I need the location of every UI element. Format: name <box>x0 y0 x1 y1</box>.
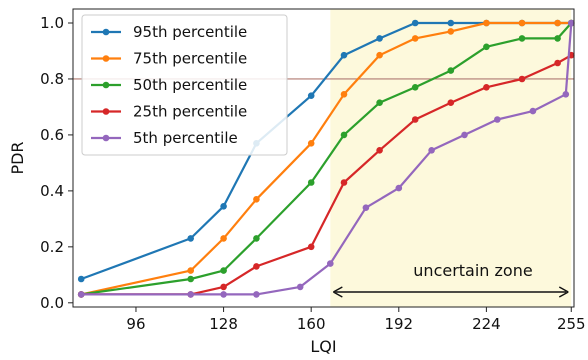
data-point <box>220 235 227 242</box>
legend-swatch-marker <box>102 134 110 142</box>
data-point <box>447 67 455 74</box>
data-point <box>518 19 526 27</box>
legend-swatch-marker <box>102 28 110 36</box>
data-point <box>187 235 194 242</box>
data-point <box>554 19 561 27</box>
data-point <box>554 35 561 42</box>
data-point <box>411 116 419 123</box>
legend: 95th percentile 75th percentile 50th perce… <box>81 14 288 156</box>
data-point <box>340 131 348 139</box>
arrow-head-right <box>558 286 569 298</box>
data-point <box>518 35 526 42</box>
data-point <box>253 235 260 242</box>
series-layer <box>77 19 575 298</box>
data-point <box>307 140 315 147</box>
y-tick-label: 0.4 <box>40 182 64 200</box>
legend-item: 75th percentile <box>91 50 247 68</box>
legend-label: 75th percentile <box>133 50 247 68</box>
data-point <box>253 196 260 203</box>
y-tick-label: 0.2 <box>40 238 64 256</box>
legend-label: 50th percentile <box>133 76 247 94</box>
data-point <box>340 179 348 186</box>
y-tick-label: 0.6 <box>40 126 64 144</box>
data-point <box>554 59 561 67</box>
legend-swatch-marker <box>102 81 110 89</box>
legend-item: 50th percentile <box>91 76 247 94</box>
data-point <box>483 84 490 91</box>
data-point <box>447 99 455 106</box>
data-point <box>376 147 383 154</box>
data-point <box>220 267 227 274</box>
data-point <box>428 147 435 154</box>
data-point <box>376 51 383 59</box>
legend-item: 25th percentile <box>91 103 247 121</box>
legend-swatch-marker <box>102 55 110 62</box>
data-point <box>220 291 227 298</box>
uncertain-zone-label: uncertain zone <box>413 261 532 280</box>
data-point <box>562 91 570 98</box>
data-point <box>411 84 419 91</box>
data-point <box>529 107 537 115</box>
data-point <box>362 204 370 211</box>
plot-frame <box>72 8 575 308</box>
x-tick-label: 160 <box>297 315 326 333</box>
data-point <box>307 179 315 186</box>
legend-item: 95th percentile <box>91 23 247 41</box>
legend-item: 5th percentile <box>91 129 238 147</box>
data-point <box>483 43 490 51</box>
x-tick-label: 128 <box>209 315 238 333</box>
x-tick-label: 192 <box>384 315 413 333</box>
data-point <box>447 28 455 35</box>
data-point <box>411 35 419 42</box>
data-point <box>253 263 260 270</box>
legend-box <box>81 14 288 156</box>
legend-label: 25th percentile <box>133 103 247 121</box>
data-point <box>376 99 383 106</box>
data-point <box>187 275 194 283</box>
x-tick-label: 255 <box>557 315 586 333</box>
y-axis-ticks: 0.0 0.2 0.4 0.6 0.8 1.0 <box>40 14 73 312</box>
data-point <box>307 243 315 251</box>
data-point <box>220 283 227 291</box>
series-2 <box>77 19 575 298</box>
data-point <box>187 291 194 298</box>
data-point <box>340 91 348 98</box>
y-axis-label: PDR <box>8 141 27 174</box>
data-point <box>340 51 348 59</box>
y-tick-label: 0.8 <box>40 70 64 88</box>
data-point <box>395 184 403 192</box>
data-point <box>187 267 194 274</box>
legend-label: 5th percentile <box>133 129 238 147</box>
data-point <box>307 92 315 99</box>
x-axis-label: LQI <box>310 337 336 356</box>
data-point <box>253 291 260 298</box>
x-tick-label: 96 <box>126 315 145 333</box>
data-point <box>447 19 455 27</box>
data-point <box>568 19 575 27</box>
legend-label: 95th percentile <box>133 23 247 41</box>
data-point <box>77 291 85 298</box>
data-point <box>518 75 526 83</box>
data-point <box>494 116 501 123</box>
data-point <box>376 35 383 42</box>
data-point <box>411 19 419 27</box>
data-point <box>483 19 490 27</box>
arrow-head-left <box>333 286 343 298</box>
y-tick-label: 1.0 <box>40 14 64 32</box>
y-tick-label: 0.0 <box>40 294 64 312</box>
data-point <box>296 283 304 291</box>
series-5 <box>77 19 575 298</box>
x-axis-ticks: 96 128 160 192 224 255 <box>126 307 586 333</box>
uncertain-zone-arrow <box>333 286 569 298</box>
data-point <box>220 203 227 210</box>
data-point <box>77 275 85 283</box>
data-point <box>327 260 334 267</box>
series-line <box>81 22 573 296</box>
x-tick-label: 224 <box>472 315 501 333</box>
legend-swatch-marker <box>102 108 110 115</box>
data-point <box>461 131 468 139</box>
